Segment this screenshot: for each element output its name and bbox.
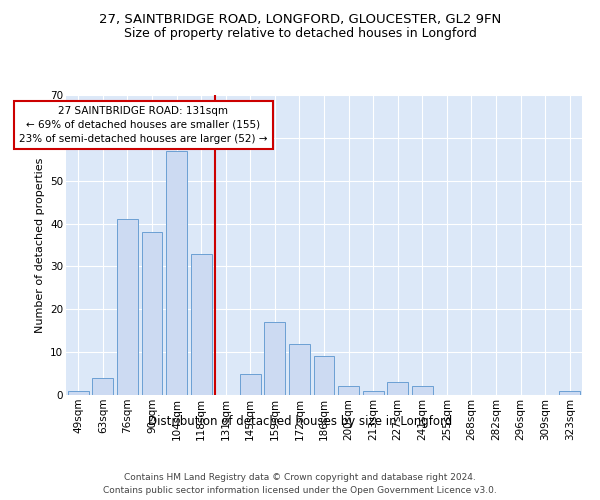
Text: Contains HM Land Registry data © Crown copyright and database right 2024.: Contains HM Land Registry data © Crown c… xyxy=(124,472,476,482)
Bar xyxy=(412,386,433,395)
Text: 27 SAINTBRIDGE ROAD: 131sqm
← 69% of detached houses are smaller (155)
23% of se: 27 SAINTBRIDGE ROAD: 131sqm ← 69% of det… xyxy=(19,106,268,144)
Bar xyxy=(166,150,187,395)
Bar xyxy=(265,322,286,395)
Bar xyxy=(289,344,310,395)
Text: 27, SAINTBRIDGE ROAD, LONGFORD, GLOUCESTER, GL2 9FN: 27, SAINTBRIDGE ROAD, LONGFORD, GLOUCEST… xyxy=(99,12,501,26)
Bar xyxy=(362,390,383,395)
Text: Distribution of detached houses by size in Longford: Distribution of detached houses by size … xyxy=(148,415,452,428)
Bar xyxy=(240,374,261,395)
Text: Size of property relative to detached houses in Longford: Size of property relative to detached ho… xyxy=(124,28,476,40)
Bar xyxy=(559,390,580,395)
Bar xyxy=(68,390,89,395)
Bar xyxy=(387,382,408,395)
Bar xyxy=(142,232,163,395)
Bar xyxy=(191,254,212,395)
Text: Contains public sector information licensed under the Open Government Licence v3: Contains public sector information licen… xyxy=(103,486,497,495)
Y-axis label: Number of detached properties: Number of detached properties xyxy=(35,158,44,332)
Bar xyxy=(338,386,359,395)
Bar xyxy=(117,220,138,395)
Bar xyxy=(314,356,334,395)
Bar xyxy=(92,378,113,395)
